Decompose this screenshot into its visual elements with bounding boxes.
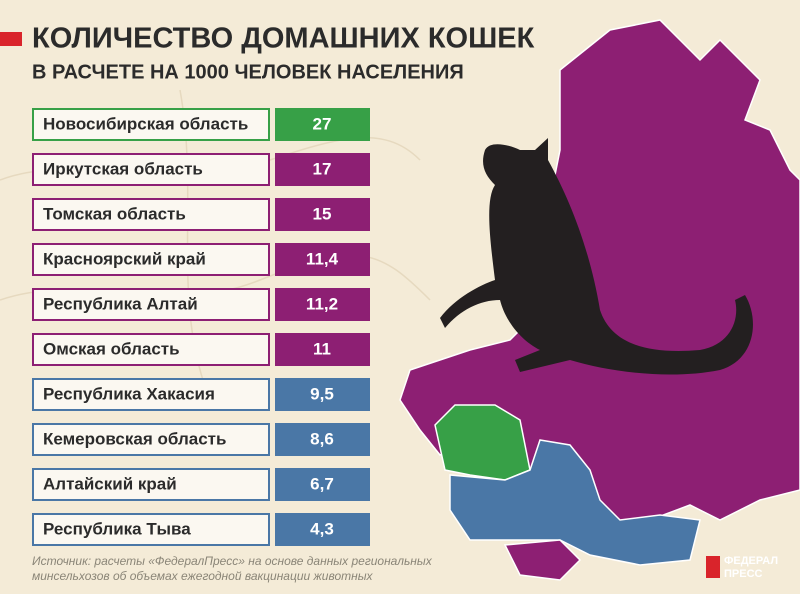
region-name: Новосибирская область	[43, 114, 248, 133]
region-box	[32, 378, 270, 411]
region-name: Республика Хакасия	[43, 384, 215, 403]
value-box	[275, 108, 370, 141]
region-name: Омская область	[43, 339, 180, 358]
value: 27	[313, 114, 332, 133]
value-box	[275, 513, 370, 546]
value-box	[275, 378, 370, 411]
region-box	[32, 108, 270, 141]
value-box	[275, 333, 370, 366]
table: Новосибирская область 27 Иркутская область…	[32, 108, 370, 546]
cat	[440, 138, 753, 375]
region-box	[32, 468, 270, 501]
value-box	[275, 198, 370, 231]
value: 11,4	[306, 249, 339, 268]
region-name: Иркутская область	[43, 159, 203, 178]
value-box	[275, 243, 370, 276]
value: 9,5	[310, 384, 334, 403]
region-name: Кемеровская область	[43, 429, 226, 448]
map	[399, 19, 800, 581]
title-marker	[0, 32, 22, 46]
logo: ПРЕСС	[724, 568, 763, 580]
value: 11	[313, 339, 331, 358]
region-name: Красноярский край	[43, 249, 206, 268]
subtitle: В РАСЧЕТЕ НА 1000 ЧЕЛОВЕК НАСЕЛЕНИЯ	[32, 61, 464, 83]
value-box	[275, 468, 370, 501]
region-box	[32, 423, 270, 456]
value-box	[275, 153, 370, 186]
region-name: Алтайский край	[43, 474, 177, 493]
value-box	[275, 288, 370, 321]
region-box	[32, 513, 270, 546]
region-name: Томская область	[43, 204, 186, 223]
region-name: Республика Алтай	[43, 294, 198, 313]
value: 11,2	[306, 294, 338, 313]
source: минсельхозов об объемах ежегодной вакцин…	[32, 569, 374, 583]
region-box	[32, 333, 270, 366]
region-box	[32, 153, 270, 186]
value: 6,7	[310, 474, 334, 493]
value: 4,3	[310, 519, 334, 538]
logo: ФЕДЕРАЛ	[724, 555, 778, 567]
value: 17	[313, 159, 332, 178]
value-box	[275, 423, 370, 456]
value: 8,6	[310, 429, 334, 448]
source: Источник: расчеты «ФедералПресс» на осно…	[32, 554, 433, 568]
region-name: Республика Тыва	[43, 519, 191, 538]
region-box	[32, 198, 270, 231]
logo-mark	[706, 556, 720, 578]
region-box	[32, 288, 270, 321]
title: КОЛИЧЕСТВО ДОМАШНИХ КОШЕК	[32, 23, 535, 55]
region-box	[32, 243, 270, 276]
value: 15	[313, 204, 332, 223]
